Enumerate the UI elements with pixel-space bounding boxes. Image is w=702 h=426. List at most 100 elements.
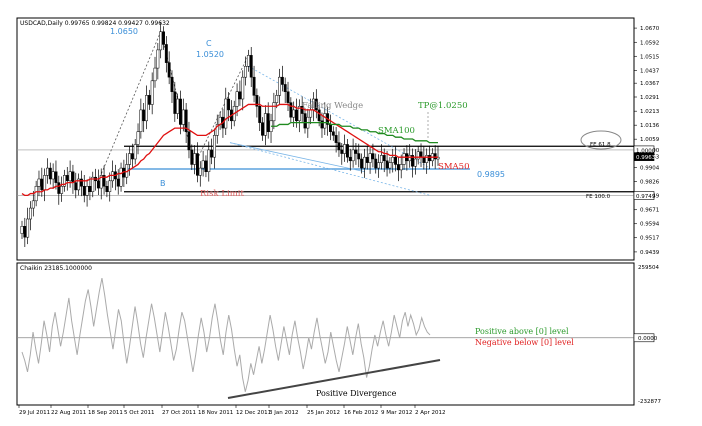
candle-body <box>184 109 188 132</box>
candle-body <box>334 135 338 143</box>
price-tick-label: 1.0437 <box>640 68 660 74</box>
candle-body <box>133 144 137 160</box>
candle-body <box>193 153 197 165</box>
candle-body <box>142 109 146 122</box>
candle-body <box>37 178 41 187</box>
candle-body <box>263 113 267 136</box>
candle-body <box>244 66 248 78</box>
chaikin-line <box>21 277 431 392</box>
falling-wedge-label: Falling Wedge <box>302 101 363 111</box>
candle-body <box>433 153 437 160</box>
candle-body <box>102 175 106 187</box>
candle-body <box>198 167 202 176</box>
candle-body <box>57 182 61 194</box>
candle-body <box>176 98 180 114</box>
candle-body <box>130 153 134 160</box>
candle-body <box>323 113 327 129</box>
candle-body <box>99 175 103 189</box>
tp-label: TP@1.0250 <box>418 101 468 111</box>
price-tick-label: 1.0515 <box>640 54 660 60</box>
candle-body <box>416 151 420 160</box>
candle-body <box>394 156 398 165</box>
candle-body <box>428 155 431 162</box>
candle-body <box>272 102 276 122</box>
candle-body <box>278 76 281 96</box>
candle-body <box>309 109 313 118</box>
price-tick-label: 0.9439 <box>640 250 660 256</box>
candle-body <box>255 95 259 107</box>
candle-body <box>60 186 64 194</box>
candle-body <box>258 106 262 123</box>
candle-body <box>150 80 154 105</box>
candle-body <box>91 176 95 192</box>
candle-body <box>181 109 185 125</box>
price-tick-label: 0.9671 <box>640 208 659 214</box>
osc-tag-box <box>633 333 655 343</box>
risk-limit-label: Risk Limit <box>200 189 244 199</box>
candle-body <box>365 156 369 163</box>
candle-body <box>108 180 112 192</box>
candle-body <box>139 109 143 132</box>
candle-body <box>235 91 239 107</box>
candle-body <box>116 178 120 187</box>
candle-body <box>329 124 332 132</box>
sma50-label: SMA50 <box>438 162 469 172</box>
osc-tick-label: 259504 <box>638 265 659 271</box>
candle-body <box>51 171 55 180</box>
candle-body <box>241 76 245 100</box>
candle-body <box>419 151 423 158</box>
candle-body <box>210 149 214 158</box>
candle-body <box>422 156 426 163</box>
candle-body <box>111 171 115 182</box>
candle-body <box>351 149 355 162</box>
candle-body <box>179 98 182 125</box>
price-tag-box <box>633 191 655 200</box>
candle-body <box>26 218 30 238</box>
price-panel-header: USDCAD,Daily 0.99765 0.99824 0.99427 0.9… <box>20 20 170 27</box>
candle-body <box>88 186 92 192</box>
candle-body <box>68 171 72 182</box>
candle-body <box>162 31 165 45</box>
x-tick-label: 18 Sep 2011 <box>88 410 123 416</box>
candle-body <box>286 91 290 103</box>
candle-body <box>343 144 347 154</box>
candle-body <box>29 207 32 220</box>
chaikin-header: Chaikin 23185.1000000 <box>20 265 92 272</box>
support-level-label: 0.9895 <box>477 170 505 179</box>
candle-body <box>425 155 429 163</box>
candle-body <box>46 167 49 176</box>
candle-body <box>164 44 168 63</box>
candle-body <box>212 135 216 158</box>
candle-body <box>201 160 205 169</box>
candle-body <box>40 178 44 191</box>
price-tick-label: 0.9594 <box>640 222 660 228</box>
candle-body <box>345 144 349 158</box>
osc-tick-label: 0.0000 <box>638 336 658 342</box>
price-tick-label: 1.0367 <box>640 81 660 87</box>
candle-body <box>300 106 304 114</box>
candle-body <box>246 55 250 67</box>
positive-divergence-note: Positive Divergence <box>316 389 397 398</box>
candle-body <box>128 153 131 165</box>
candle-body <box>396 164 400 171</box>
candle-body <box>207 149 211 172</box>
candle-body <box>357 153 361 160</box>
candle-body <box>340 149 344 154</box>
candle-body <box>238 91 242 100</box>
x-tick-label: 5 Oct 2011 <box>124 410 155 416</box>
wedge-lower-solid <box>229 142 366 173</box>
price-tick-label: 1.0592 <box>640 40 659 46</box>
x-tick-label: 2 Apr 2012 <box>415 410 446 416</box>
candle-body <box>360 158 364 169</box>
candle-body <box>314 98 318 111</box>
candle-body <box>413 158 417 167</box>
candle-body <box>317 109 321 122</box>
candle-body <box>71 171 75 183</box>
divergence-line <box>227 359 441 399</box>
price-tag-label: 1.0000 <box>636 148 656 154</box>
x-tick-label: 25 Jan 2012 <box>307 410 340 416</box>
candle-body <box>337 142 341 151</box>
candle-body <box>167 62 171 78</box>
candle-body <box>79 178 83 187</box>
osc-tick-label: -232877 <box>638 399 661 405</box>
